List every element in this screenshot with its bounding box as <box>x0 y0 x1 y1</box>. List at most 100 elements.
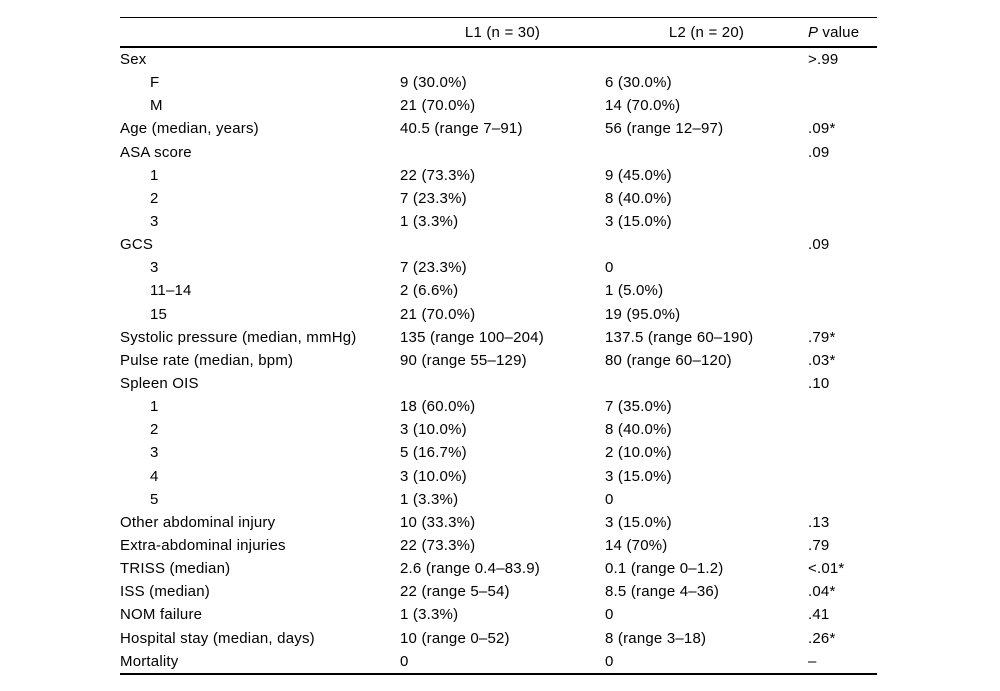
table-row: Age (median, years) 40.5 (range 7–91) 56… <box>120 117 877 140</box>
row-p-value: .09* <box>808 120 836 138</box>
row-p-value: .79 <box>808 537 830 555</box>
row-l1-value <box>400 47 605 71</box>
row-l2-value <box>605 233 808 256</box>
table-row: 5 1 (3.3%) 0 <box>120 488 877 511</box>
row-l2-value: 19 (95.0%) <box>605 305 681 323</box>
row-p-value <box>808 71 877 94</box>
header-empty-cell <box>120 18 400 48</box>
row-l1-value: 2 (6.6%) <box>400 282 459 300</box>
row-l2-value: 0.1 (range 0–1.2) <box>605 560 724 578</box>
row-l1-value: 0 <box>400 652 409 670</box>
row-l1-value: 22 (range 5–54) <box>400 583 510 601</box>
row-label: Other abdominal injury <box>120 513 276 531</box>
row-l2-value: 3 (15.0%) <box>605 467 672 485</box>
table-row: Mortality 0 0 – <box>120 650 877 674</box>
row-label: M <box>150 97 163 115</box>
row-label: Mortality <box>120 652 179 670</box>
table-row: Spleen OIS .10 <box>120 372 877 395</box>
row-p-value: – <box>808 652 817 670</box>
row-l2-value: 8 (range 3–18) <box>605 629 707 647</box>
row-l1-value: 7 (23.3%) <box>400 259 467 277</box>
row-l2-value <box>605 141 808 164</box>
row-l2-value: 3 (15.0%) <box>605 513 672 531</box>
row-label: 5 <box>150 490 159 508</box>
row-p-value <box>808 164 877 187</box>
row-label: 2 <box>150 421 159 439</box>
table-row: GCS .09 <box>120 233 877 256</box>
row-l2-value: 14 (70.0%) <box>605 97 681 115</box>
table-row: ASA score .09 <box>120 141 877 164</box>
row-label: NOM failure <box>120 606 203 624</box>
row-l2-value <box>605 372 808 395</box>
row-l2-value: 8 (40.0%) <box>605 189 672 207</box>
table-row: M 21 (70.0%) 14 (70.0%) <box>120 94 877 117</box>
row-p-value: .13 <box>808 513 830 531</box>
row-p-value <box>808 256 877 279</box>
row-label: ASA score <box>120 143 192 161</box>
table-row: 3 7 (23.3%) 0 <box>120 256 877 279</box>
header-l2-group: L2 (n = 20) <box>668 23 745 41</box>
row-label: Extra-abdominal injuries <box>120 537 286 555</box>
row-l1-value: 18 (60.0%) <box>400 398 476 416</box>
row-p-value: .04* <box>808 583 836 601</box>
row-l1-value: 5 (16.7%) <box>400 444 467 462</box>
row-label: TRISS (median) <box>120 560 231 578</box>
row-l1-value: 21 (70.0%) <box>400 97 476 115</box>
row-p-value: .09 <box>808 143 830 161</box>
row-p-value <box>808 279 877 302</box>
row-l2-value: 0 <box>605 652 614 670</box>
row-label: F <box>150 74 160 92</box>
row-p-value: >.99 <box>808 51 839 69</box>
row-l2-value: 2 (10.0%) <box>605 444 672 462</box>
row-label: Pulse rate (median, bpm) <box>120 351 294 369</box>
table-row: F 9 (30.0%) 6 (30.0%) <box>120 71 877 94</box>
row-label: 15 <box>150 305 168 323</box>
row-l2-value: 3 (15.0%) <box>605 213 672 231</box>
row-label: 3 <box>150 444 159 462</box>
row-l1-value <box>400 141 605 164</box>
row-l1-value: 2.6 (range 0.4–83.9) <box>400 560 540 578</box>
table-row: ISS (median) 22 (range 5–54) 8.5 (range … <box>120 580 877 603</box>
row-label: 1 <box>150 166 159 184</box>
row-p-value <box>808 187 877 210</box>
row-l1-value <box>400 372 605 395</box>
row-l2-value: 80 (range 60–120) <box>605 351 732 369</box>
table-row: Extra-abdominal injuries 22 (73.3%) 14 (… <box>120 534 877 557</box>
row-l1-value: 1 (3.3%) <box>400 606 459 624</box>
row-l1-value: 3 (10.0%) <box>400 421 467 439</box>
table-row: 1 22 (73.3%) 9 (45.0%) <box>120 164 877 187</box>
table-row: NOM failure 1 (3.3%) 0 .41 <box>120 603 877 626</box>
row-label: Sex <box>120 51 147 69</box>
row-label: 3 <box>150 259 159 277</box>
p-value-label-rest: value <box>822 23 860 41</box>
row-l1-value: 21 (70.0%) <box>400 305 476 323</box>
row-l2-value: 8 (40.0%) <box>605 421 672 439</box>
table-row: 2 7 (23.3%) 8 (40.0%) <box>120 187 877 210</box>
row-p-value <box>808 210 877 233</box>
row-label: 11–14 <box>150 282 192 300</box>
row-l1-value: 90 (range 55–129) <box>400 351 527 369</box>
row-p-value: .10 <box>808 375 830 393</box>
row-l2-value: 1 (5.0%) <box>605 282 664 300</box>
row-l2-value: 56 (range 12–97) <box>605 120 724 138</box>
table-row: Hospital stay (median, days) 10 (range 0… <box>120 627 877 650</box>
row-label: Systolic pressure (median, mmHg) <box>120 328 357 346</box>
row-l1-value <box>400 233 605 256</box>
table-row: 1 18 (60.0%) 7 (35.0%) <box>120 395 877 418</box>
p-value-italic-letter: P <box>808 23 819 41</box>
header-l1-group: L1 (n = 30) <box>464 23 541 41</box>
row-label: Spleen OIS <box>120 375 199 393</box>
row-label: GCS <box>120 236 154 254</box>
row-p-value <box>808 395 877 418</box>
row-l1-value: 7 (23.3%) <box>400 189 467 207</box>
row-l1-value: 40.5 (range 7–91) <box>400 120 523 138</box>
row-p-value <box>808 488 877 511</box>
table-row: 3 1 (3.3%) 3 (15.0%) <box>120 210 877 233</box>
table-row: 3 5 (16.7%) 2 (10.0%) <box>120 441 877 464</box>
row-l2-value: 14 (70%) <box>605 537 668 555</box>
row-l1-value: 3 (10.0%) <box>400 467 467 485</box>
table-row: 4 3 (10.0%) 3 (15.0%) <box>120 465 877 488</box>
